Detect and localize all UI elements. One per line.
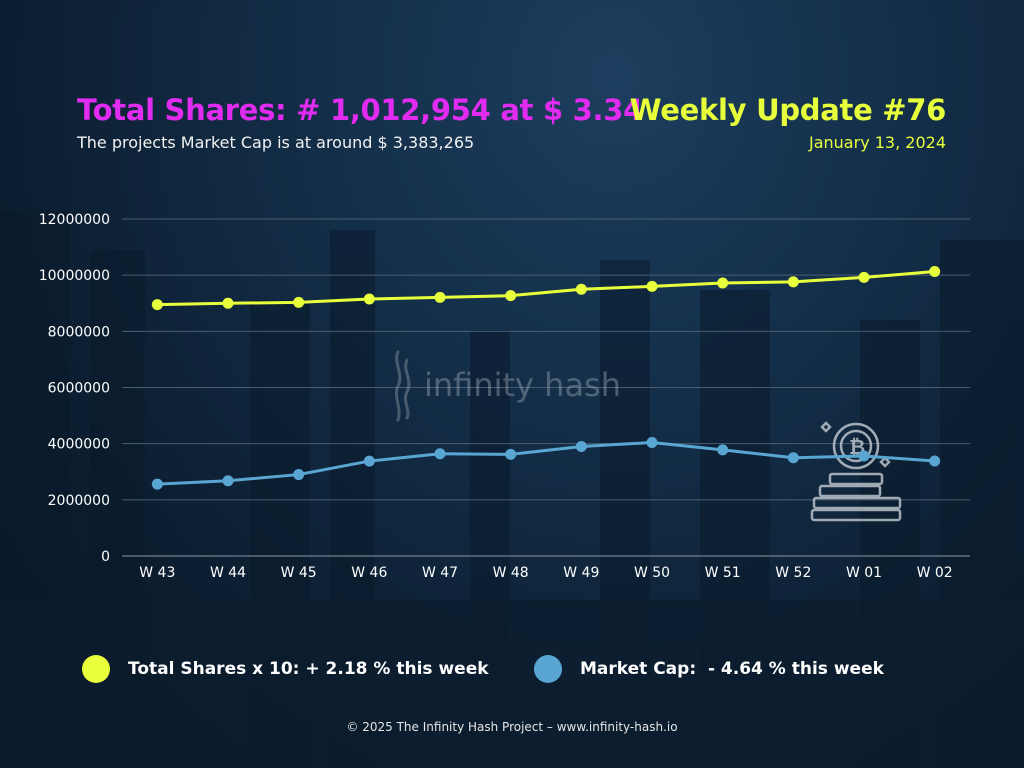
chart-grid	[122, 218, 970, 557]
data-point-market-cap	[293, 469, 305, 481]
chart-series	[151, 266, 941, 490]
data-point-market-cap	[151, 478, 163, 490]
data-point-market-cap	[434, 448, 446, 460]
y-tick-label: 2000000	[48, 493, 110, 509]
data-point-shares	[717, 277, 729, 289]
x-tick-label: W 51	[705, 565, 741, 581]
update-date: January 13, 2024	[809, 133, 946, 152]
x-tick-label: W 45	[281, 565, 317, 581]
x-tick-label: W 44	[210, 565, 246, 581]
y-tick-label: 4000000	[48, 437, 110, 453]
data-point-shares	[787, 276, 799, 288]
data-point-market-cap	[717, 444, 729, 456]
watermark-text: infinity hash	[424, 366, 621, 404]
data-point-shares	[646, 280, 658, 292]
data-point-market-cap	[787, 452, 799, 464]
infinity-hash-logo-icon	[394, 350, 411, 422]
data-point-market-cap	[858, 450, 870, 462]
data-point-shares	[858, 271, 870, 283]
data-point-shares	[151, 299, 163, 311]
x-tick-label: W 46	[351, 565, 387, 581]
data-point-shares	[222, 297, 234, 309]
weekly-update-title: Weekly Update #76	[629, 93, 947, 127]
x-tick-label: W 47	[422, 565, 458, 581]
x-tick-label: W 48	[493, 565, 529, 581]
x-tick-label: W 52	[775, 565, 811, 581]
data-point-shares	[575, 283, 587, 295]
x-tick-label: W 50	[634, 565, 670, 581]
bitcoin-coins-stack-icon: ₿	[810, 421, 902, 522]
legend-dot-shares	[82, 655, 110, 683]
data-point-shares	[505, 290, 517, 302]
y-tick-label: 0	[101, 549, 110, 565]
total-shares-title: Total Shares: # 1,012,954 at $ 3.34	[77, 93, 643, 127]
data-point-market-cap	[929, 455, 941, 467]
footer-copyright: © 2025 The Infinity Hash Project – www.i…	[346, 720, 678, 734]
x-tick-label: W 02	[917, 565, 953, 581]
chart-axes: 0 2000000 4000000 6000000 8000000 10000000 120…	[39, 212, 953, 581]
legend-dot-market-cap	[534, 655, 562, 683]
market-cap-subtitle: The projects Market Cap is at around $ 3…	[77, 133, 475, 152]
series-line-market-cap	[157, 441, 935, 486]
y-tick-label: 6000000	[48, 381, 110, 397]
legend-item-shares: Total Shares x 10: + 2.18 % this week	[82, 654, 489, 684]
data-point-market-cap	[363, 455, 375, 467]
y-tick-label: 8000000	[48, 324, 110, 340]
data-point-market-cap	[505, 448, 517, 460]
data-point-shares	[363, 293, 375, 305]
data-point-shares	[929, 266, 941, 278]
y-tick-label: 10000000	[39, 268, 110, 284]
legend-item-market-cap: Market Cap: - 4.64 % this week	[534, 654, 884, 684]
data-point-shares	[434, 291, 446, 303]
data-point-market-cap	[575, 440, 587, 452]
legend-label-market-cap: Market Cap: - 4.64 % this week	[580, 659, 884, 679]
x-tick-label: W 49	[563, 565, 599, 581]
series-line-shares	[157, 270, 935, 307]
data-point-shares	[293, 296, 305, 308]
x-tick-label: W 01	[846, 565, 882, 581]
infinity-hash-logo: infinity hash	[394, 350, 621, 422]
y-tick-label: 12000000	[39, 212, 110, 228]
x-tick-label: W 43	[139, 565, 175, 581]
legend-label-shares: Total Shares x 10: + 2.18 % this week	[128, 659, 489, 679]
data-point-market-cap	[646, 437, 658, 449]
data-point-market-cap	[222, 475, 234, 487]
